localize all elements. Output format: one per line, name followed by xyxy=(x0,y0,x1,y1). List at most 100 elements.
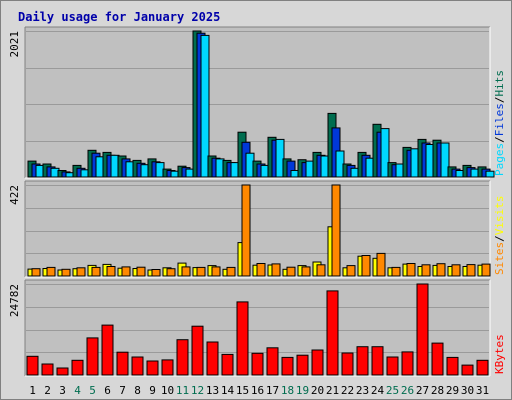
bar-kbytes-day-19 xyxy=(296,354,309,376)
bar-kbytes-day-2 xyxy=(41,363,54,376)
bar-sites-day-7 xyxy=(121,266,131,277)
x-tick-label: 19 xyxy=(296,384,309,397)
x-tick-label: 8 xyxy=(134,384,141,397)
x-axis-day-labels: 1 2 3 4 5 6 7 8 9 10 11 12 13 14 15 16 17 18 19 20 21 22 23 24 2… xyxy=(29,384,489,397)
bar-sites-day-6 xyxy=(106,266,116,277)
bar-sites-day-2 xyxy=(46,266,56,277)
bar-kbytes-day-10 xyxy=(161,359,174,376)
bar-pages-day-28 xyxy=(440,142,450,178)
bar-kbytes-day-23 xyxy=(356,346,369,376)
x-tick-label: 15 xyxy=(236,384,249,397)
x-tick-label: 18 xyxy=(281,384,294,397)
bar-sites-day-15 xyxy=(241,184,251,277)
bar-sites-day-9 xyxy=(151,269,161,277)
x-tick-label: 22 xyxy=(341,384,354,397)
panel-legend: Pages/Files/Hits xyxy=(493,70,506,176)
x-tick-label: 17 xyxy=(266,384,279,397)
bar-sites-day-26 xyxy=(406,263,416,277)
x-tick-label: 2 xyxy=(44,384,51,397)
panel-max-label: 422 xyxy=(8,185,21,205)
bar-sites-day-3 xyxy=(61,268,71,277)
x-tick-label: 24 xyxy=(371,384,385,397)
panel-max-label: 2021 xyxy=(8,31,21,58)
bar-sites-day-22 xyxy=(346,265,356,277)
legend-entry: Hits xyxy=(493,70,506,97)
panel-1: 2021 Pages/Files/Hits xyxy=(8,26,506,179)
bar-sites-day-18 xyxy=(286,266,296,277)
legend-entry: Sites xyxy=(493,242,506,275)
bar-kbytes-day-16 xyxy=(251,352,264,376)
x-tick-label: 7 xyxy=(119,384,126,397)
legend-entry: KBytes xyxy=(493,334,506,374)
bar-sites-day-10 xyxy=(166,268,176,277)
chart-title: Daily usage for January 2025 xyxy=(18,10,220,24)
bar-kbytes-day-15 xyxy=(236,301,249,376)
bar-sites-day-19 xyxy=(301,266,311,277)
legend-entry: / xyxy=(493,136,506,143)
bar-kbytes-day-20 xyxy=(311,349,324,376)
bar-sites-day-4 xyxy=(76,267,86,277)
panel-legend: KBytes xyxy=(493,334,506,374)
bar-sites-day-14 xyxy=(226,266,236,277)
bar-kbytes-day-11 xyxy=(176,339,189,376)
bar-pages-day-17 xyxy=(275,138,285,178)
x-tick-label: 23 xyxy=(356,384,369,397)
bar-kbytes-day-13 xyxy=(206,341,219,376)
bar-sites-day-30 xyxy=(466,264,476,277)
bar-kbytes-day-14 xyxy=(221,353,234,376)
bar-kbytes-day-30 xyxy=(461,364,474,376)
bar-kbytes-day-26 xyxy=(401,351,414,376)
bar-sites-day-21 xyxy=(331,184,341,277)
bar-kbytes-day-3 xyxy=(56,367,69,376)
x-tick-label: 1 xyxy=(29,384,36,397)
legend-entry: Files xyxy=(493,103,506,136)
x-tick-label: 28 xyxy=(431,384,444,397)
x-tick-label: 10 xyxy=(161,384,174,397)
x-tick-label: 26 xyxy=(401,384,414,397)
legend-entry: / xyxy=(493,97,506,104)
legend-entry: / xyxy=(493,235,506,242)
x-tick-label: 31 xyxy=(476,384,489,397)
bar-kbytes-day-29 xyxy=(446,356,459,376)
bar-kbytes-day-9 xyxy=(146,360,159,376)
bar-kbytes-day-8 xyxy=(131,356,144,376)
bar-sites-day-1 xyxy=(31,268,41,277)
bar-pages-day-24 xyxy=(380,128,390,178)
bar-kbytes-day-18 xyxy=(281,356,294,376)
x-tick-label: 12 xyxy=(191,384,204,397)
bar-sites-day-31 xyxy=(481,263,491,277)
x-tick-label: 25 xyxy=(386,384,399,397)
chart-panels: 2021Pages/Files/Hits422Sites/Visits24782… xyxy=(8,26,506,377)
bar-kbytes-day-22 xyxy=(341,352,354,376)
bar-sites-day-25 xyxy=(391,266,401,277)
bar-sites-day-16 xyxy=(256,263,266,277)
bar-sites-day-13 xyxy=(211,266,221,277)
bar-kbytes-day-7 xyxy=(116,351,129,376)
bar-kbytes-day-24 xyxy=(371,346,384,376)
panel-2: 422 Sites/Visits xyxy=(8,180,506,278)
bar-kbytes-day-25 xyxy=(386,356,399,376)
bar-kbytes-day-4 xyxy=(71,359,84,376)
bar-sites-day-24 xyxy=(376,252,386,277)
x-tick-label: 9 xyxy=(149,384,156,397)
panel-legend: Sites/Visits xyxy=(493,196,506,276)
bar-kbytes-day-1 xyxy=(26,355,39,376)
x-tick-label: 29 xyxy=(446,384,459,397)
x-tick-label: 21 xyxy=(326,384,339,397)
bar-sites-day-5 xyxy=(91,266,101,277)
bar-sites-day-28 xyxy=(436,263,446,277)
x-tick-label: 3 xyxy=(59,384,66,397)
bar-kbytes-day-6 xyxy=(101,324,114,376)
x-tick-label: 30 xyxy=(461,384,474,397)
bar-sites-day-12 xyxy=(196,266,206,277)
bar-sites-day-17 xyxy=(271,263,281,277)
x-tick-label: 27 xyxy=(416,384,429,397)
bar-kbytes-day-21 xyxy=(326,290,339,376)
bar-sites-day-20 xyxy=(316,264,326,277)
x-tick-label: 5 xyxy=(89,384,96,397)
bar-sites-day-29 xyxy=(451,264,461,277)
x-tick-label: 4 xyxy=(74,384,81,397)
bar-pages-day-12 xyxy=(200,34,210,178)
legend-entry: Visits xyxy=(493,196,506,236)
